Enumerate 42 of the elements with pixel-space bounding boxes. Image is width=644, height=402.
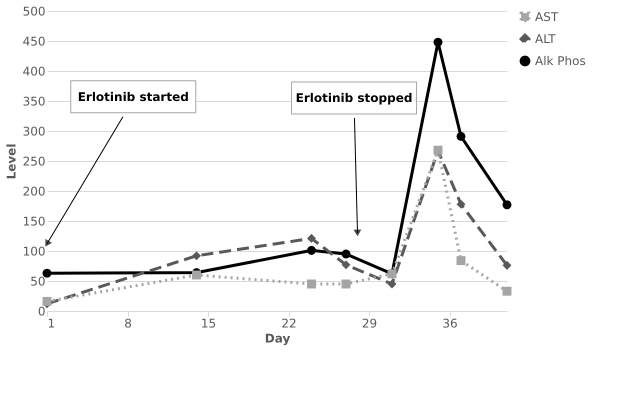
legend-label: AST: [535, 10, 559, 24]
point: [456, 200, 466, 209]
point: [342, 250, 350, 258]
y-tick-label: 250: [22, 154, 46, 168]
point: [307, 246, 316, 255]
point: [434, 38, 442, 47]
y-tick-label: 400: [22, 64, 46, 78]
point: [42, 296, 52, 306]
x-tick-label: 22: [281, 316, 297, 330]
point: [342, 280, 350, 288]
y-tick-label: 300: [22, 124, 46, 138]
y-tick-label: 150: [22, 214, 46, 228]
legend-label: Alk Phos: [535, 54, 586, 68]
point: [388, 280, 396, 288]
y-tick-label: 50: [30, 274, 46, 288]
x-tick-label: 36: [442, 316, 458, 330]
x-tick-label: 15: [200, 316, 216, 330]
annotation: Erlotinib stopped: [296, 91, 412, 105]
point: [307, 234, 316, 243]
y-tick-label: 450: [22, 34, 46, 48]
y-tick-label: 200: [22, 184, 46, 198]
y-tick-label: 100: [22, 244, 46, 258]
y-tick-label: 500: [22, 4, 46, 18]
point: [192, 251, 201, 260]
y-tick-label: 350: [22, 94, 46, 108]
x-tick-label: 8: [124, 316, 132, 330]
point: [502, 286, 512, 296]
point: [192, 270, 201, 280]
legend-label: ALT: [535, 32, 556, 46]
x-axis-title: Day: [264, 332, 290, 346]
x-tick-label: 1: [48, 316, 56, 330]
point: [502, 260, 512, 270]
point: [502, 200, 512, 210]
point: [456, 132, 466, 141]
y-tick-label: 0: [38, 304, 46, 318]
point: [342, 260, 350, 270]
point: [307, 280, 316, 288]
point: [42, 268, 52, 278]
point: [456, 256, 466, 266]
y-axis-title: Level: [4, 144, 19, 180]
annotation: Erlotinib started: [78, 90, 189, 104]
x-tick-label: 29: [362, 316, 378, 330]
